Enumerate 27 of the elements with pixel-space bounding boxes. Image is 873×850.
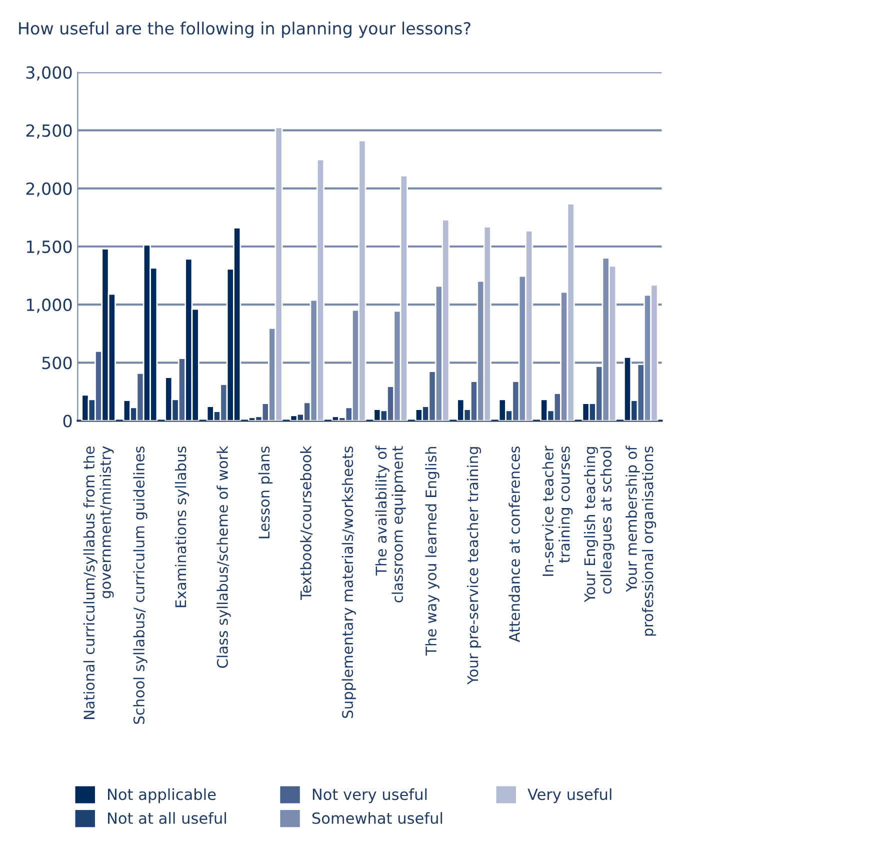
x-tick-label: Textbook/coursebook [300,446,313,600]
legend-label: Not at all useful [108,812,226,824]
x-tick-label: National curriculum/syllabus from the government/ministry [83,446,114,719]
x-tick-label: Your English teaching colleagues at school [584,447,614,602]
x-tick-label: Class syllabus/scheme of work [216,446,231,668]
x-tick-label: The way you learned English [425,446,440,656]
y-tick-label: 0 [63,414,72,428]
x-tick-label: Supplementary materials/worksheets [342,446,356,718]
y-tick-label: 2,000 [26,182,72,197]
y-tick-label: 1,000 [26,298,72,313]
y-tick-label: 2,500 [26,124,72,139]
legend-label: Not applicable [108,788,216,804]
x-tick-label: Lesson plans [258,446,272,538]
y-tick-label: 3,000 [26,66,72,81]
x-tick-label: The availability of classroom equipment [375,445,406,602]
legend-label: Not very useful [312,788,427,804]
x-tick-label: Your pre-service teacher training [466,447,482,685]
x-tick-label: Attendance at conferences [508,446,520,642]
x-tick-label: School syllabus/ curriculum guidelines [133,446,148,724]
x-tick-label: Your membership of professional organisations [626,445,656,636]
legend-label: Very useful [528,788,612,804]
x-tick-label: Examinations syllabus [174,446,190,608]
y-tick-label: 500 [42,356,72,370]
x-tick-label: In-service teacher training courses [542,446,573,576]
legend-label: Somewhat useful [312,812,442,824]
chart-title: How useful are the following in planning your lessons? [19,22,470,38]
y-tick-label: 1,500 [26,240,72,255]
